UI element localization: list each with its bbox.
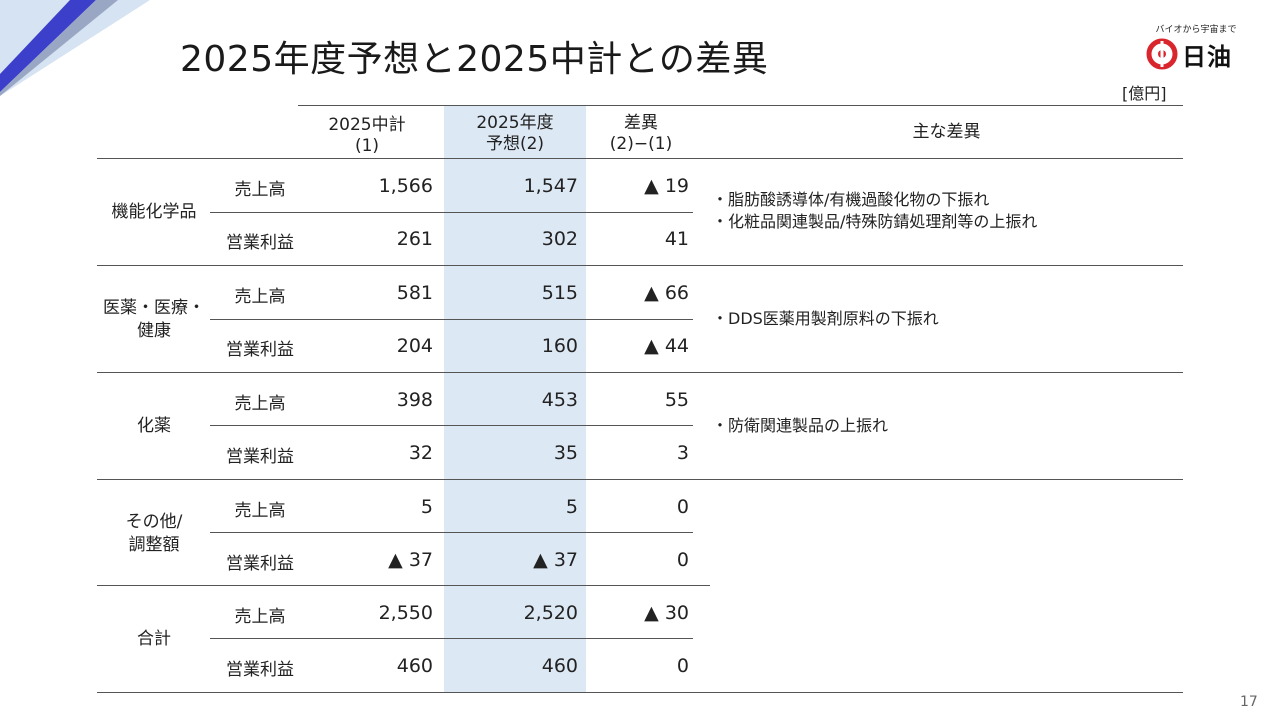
company-logo: バイオから宇宙まで 日油 <box>1142 22 1250 72</box>
item-label: 営業利益 <box>226 233 294 253</box>
forecast-value: 1,547 <box>523 175 578 197</box>
unit-label: [億円] <box>1122 84 1167 103</box>
forecast-value: 460 <box>541 655 578 677</box>
segment-name: 化薬 <box>137 416 171 436</box>
diff-value: 55 <box>664 389 689 411</box>
header-diff: 差異 (2)−(1) <box>609 113 673 154</box>
forecast-value: 2,520 <box>523 602 578 624</box>
segment-divider <box>97 265 1183 266</box>
diff-value: 0 <box>676 549 689 571</box>
diff-value: ▲ 44 <box>644 335 689 357</box>
logo-tagline: バイオから宇宙まで <box>1155 25 1237 35</box>
header-plan: 2025中計 (1) <box>328 115 406 156</box>
notes-text: ・防衛関連製品の上振れ <box>712 416 889 435</box>
diff-value: ▲ 30 <box>644 602 689 624</box>
segment-name: 合計 <box>137 629 171 649</box>
forecast-value: 302 <box>541 228 578 250</box>
diff-value: 0 <box>676 496 689 518</box>
item-label: 売上高 <box>234 607 286 627</box>
notes-text: ・脂肪酸誘導体/有機過酸化物の下振れ ・化粧品関連製品/特殊防錆処理剤等の上振れ <box>712 190 1038 231</box>
row-divider <box>210 425 693 426</box>
plan-value: 581 <box>396 282 433 304</box>
plan-value: ▲ 37 <box>388 549 433 571</box>
row-divider <box>210 212 693 213</box>
segment-name: その他/ 調整額 <box>125 512 183 555</box>
item-label: 営業利益 <box>226 447 294 467</box>
segment-divider <box>97 585 710 586</box>
logo-name: 日油 <box>1182 43 1232 71</box>
plan-value: 261 <box>396 228 433 250</box>
header-forecast: 2025年度 予想(2) <box>476 113 554 154</box>
segment-name: 医薬・医療・ 健康 <box>103 298 205 341</box>
plan-value: 398 <box>396 389 433 411</box>
item-label: 売上高 <box>234 180 286 200</box>
table-bottom-rule <box>97 692 1183 693</box>
diff-value: 0 <box>676 655 689 677</box>
item-label: 営業利益 <box>226 660 294 680</box>
header-bottom-rule <box>97 158 1183 159</box>
plan-value: 2,550 <box>378 602 433 624</box>
row-divider <box>210 532 693 533</box>
segment-divider <box>97 372 1183 373</box>
row-divider <box>210 638 693 639</box>
forecast-value: 453 <box>541 389 578 411</box>
diff-value: ▲ 19 <box>644 175 689 197</box>
item-label: 売上高 <box>234 501 286 521</box>
plan-value: 204 <box>396 335 433 357</box>
forecast-value: 5 <box>565 496 578 518</box>
diff-value: ▲ 66 <box>644 282 689 304</box>
page-number: 17 <box>1240 694 1258 710</box>
item-label: 営業利益 <box>226 554 294 574</box>
plan-value: 5 <box>420 496 433 518</box>
item-label: 売上高 <box>234 287 286 307</box>
forecast-value: 35 <box>553 442 578 464</box>
diff-value: 41 <box>664 228 689 250</box>
forecast-value: 515 <box>541 282 578 304</box>
plan-value: 32 <box>408 442 433 464</box>
diff-value: 3 <box>676 442 689 464</box>
forecast-value: ▲ 37 <box>533 549 578 571</box>
corner-decoration <box>0 0 150 96</box>
segment-name: 機能化学品 <box>111 202 197 222</box>
segment-divider <box>97 479 1183 480</box>
table-top-rule <box>298 105 1183 106</box>
row-divider <box>210 319 693 320</box>
notes-text: ・DDS医薬用製剤原料の下振れ <box>712 309 939 328</box>
plan-value: 1,566 <box>378 175 433 197</box>
plan-value: 460 <box>396 655 433 677</box>
forecast-column-highlight <box>444 105 586 692</box>
item-label: 売上高 <box>234 394 286 414</box>
forecast-value: 160 <box>541 335 578 357</box>
page-title: 2025年度予想と2025中計との差異 <box>180 39 769 80</box>
header-notes: 主な差異 <box>912 122 981 142</box>
logo-mark-icon <box>1146 38 1178 70</box>
item-label: 営業利益 <box>226 340 294 360</box>
